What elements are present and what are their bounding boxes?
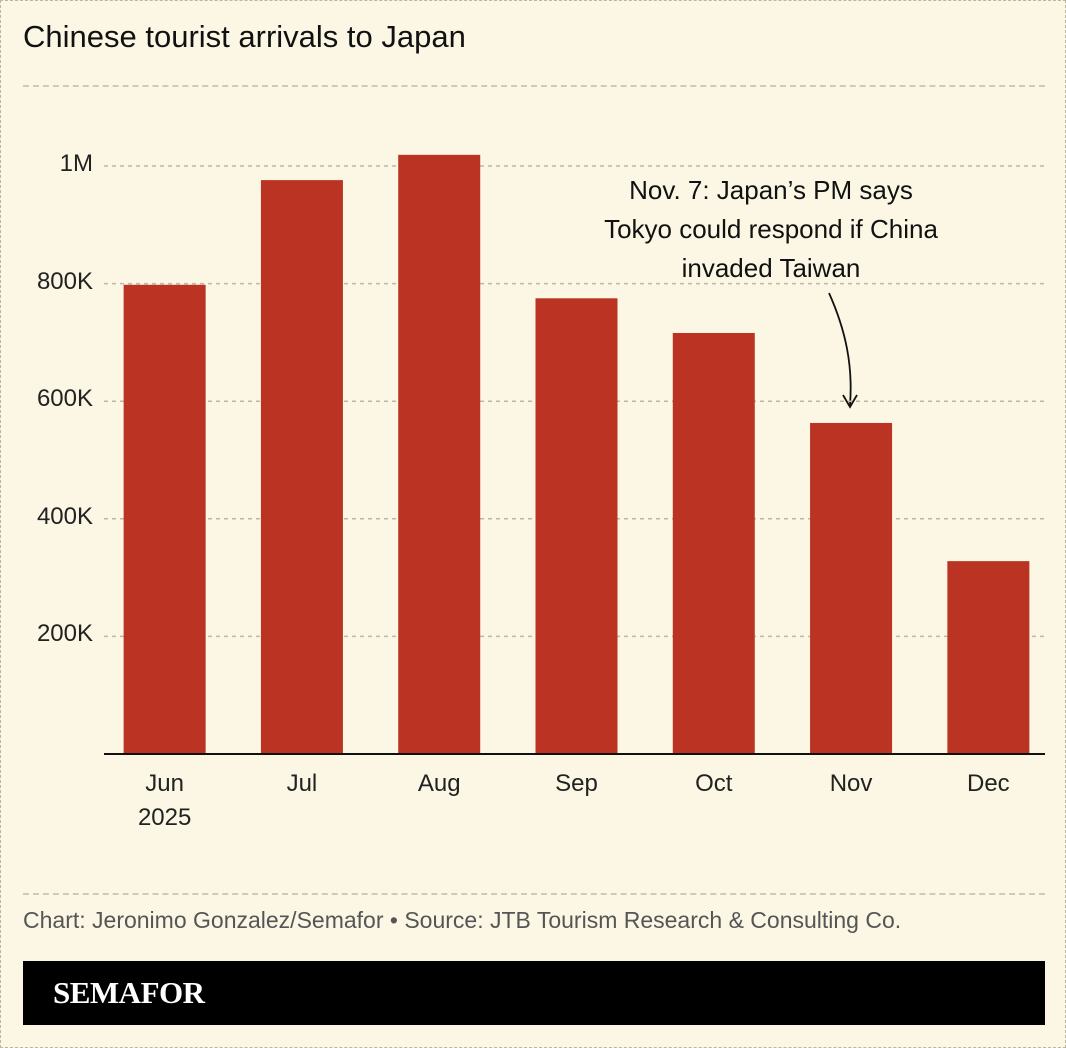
bar (810, 422, 893, 754)
annotation-arrowhead (842, 394, 858, 409)
x-tick-label: Jun 2025 (137, 770, 192, 831)
chart-title: Chinese tourist arrivals to Japan (23, 19, 466, 54)
divider (23, 893, 1045, 895)
bar (672, 332, 755, 754)
bar (947, 561, 1030, 754)
annotation: Nov. 7: Japan’s PM says Tokyo could resp… (604, 175, 938, 283)
y-tick-label: 400K (36, 502, 93, 530)
x-tick-label: Sep (555, 770, 598, 797)
bar (535, 298, 618, 754)
brand-logo: SEMAFOR (53, 975, 205, 1010)
x-tick-label: Nov (829, 770, 873, 797)
bar (123, 284, 206, 754)
brand-bar: SEMAFOR (23, 961, 1045, 1025)
x-tick-label: Oct (695, 770, 733, 797)
y-tick-label: 200K (36, 620, 93, 648)
y-tick-label: 800K (36, 267, 93, 295)
annotation-arrow (828, 292, 852, 406)
bar (398, 154, 481, 754)
divider (23, 85, 1045, 87)
source: Chart: Jeronimo Gonzalez/Semafor • Sourc… (23, 907, 902, 933)
chart (104, 154, 1045, 755)
x-tick-label: Dec (967, 770, 1010, 797)
bar (260, 180, 343, 754)
x-tick-label: Aug (417, 770, 461, 797)
y-tick-label: 1M (59, 150, 93, 177)
x-tick-label: Jul (286, 770, 318, 797)
y-tick-label: 600K (36, 385, 93, 413)
